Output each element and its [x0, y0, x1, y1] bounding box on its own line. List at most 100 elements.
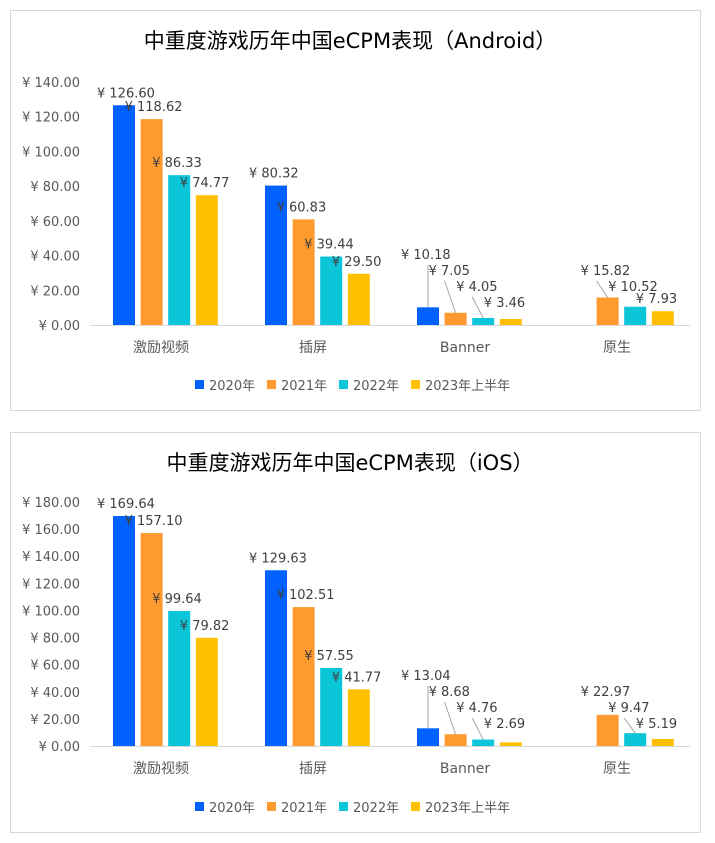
- x-category-label: Banner: [440, 340, 491, 356]
- bar: [472, 739, 495, 746]
- legend-swatch: [411, 380, 420, 389]
- data-label: ¥ 13.04: [401, 669, 451, 684]
- data-label: ¥ 118.62: [125, 100, 183, 115]
- bar: [292, 607, 315, 746]
- legend-item: 2021年: [281, 801, 327, 816]
- bar: [499, 742, 522, 746]
- x-category-label: 插屏: [299, 761, 327, 777]
- data-label: ¥ 57.55: [304, 649, 354, 664]
- data-label: ¥ 10.18: [401, 248, 451, 263]
- legend-item: 2020年: [209, 801, 255, 816]
- bar: [347, 689, 370, 746]
- data-label: ¥ 99.64: [152, 592, 202, 607]
- y-tick-label: ¥ 40.00: [30, 250, 80, 265]
- y-tick-label: ¥ 140.00: [22, 550, 80, 565]
- legend-swatch: [411, 802, 420, 811]
- bar: [472, 317, 495, 325]
- bar: [265, 570, 287, 746]
- legend-item: 2020年: [209, 379, 255, 394]
- chart-android: 中重度游戏历年中国eCPM表现（Android） ¥ 0.00 ¥ 20.00 ¥ 4…: [10, 10, 701, 411]
- bar: [651, 311, 674, 325]
- y-tick-label: ¥ 60.00: [30, 215, 80, 230]
- leader-line: [596, 280, 609, 298]
- data-label: ¥ 22.97: [581, 685, 631, 700]
- x-category-label: 激励视频: [133, 339, 189, 356]
- data-label: ¥ 86.33: [152, 156, 202, 171]
- data-label: ¥ 5.19: [636, 717, 677, 732]
- data-label: ¥ 74.77: [180, 176, 230, 191]
- y-tick-label: ¥ 160.00: [22, 523, 80, 538]
- y-tick-label: ¥ 20.00: [30, 284, 80, 299]
- bar: [168, 175, 191, 325]
- data-label: ¥ 60.83: [277, 200, 327, 215]
- data-label: ¥ 4.05: [456, 280, 497, 295]
- bar: [113, 105, 135, 325]
- bar: [265, 185, 287, 325]
- legend-item: 2021年: [281, 379, 327, 394]
- data-label: ¥ 39.44: [304, 238, 354, 253]
- y-tick-label: ¥ 180.00: [22, 496, 80, 511]
- y-tick-label: ¥ 120.00: [22, 111, 80, 126]
- legend-swatch: [339, 802, 348, 811]
- leader-line: [471, 717, 484, 740]
- leader-line: [444, 280, 457, 313]
- y-tick-label: ¥ 0.00: [39, 740, 80, 755]
- legend-item: 2022年: [353, 379, 399, 394]
- data-label: ¥ 41.77: [332, 670, 382, 685]
- bar: [596, 714, 619, 746]
- chart-ios: 中重度游戏历年中国eCPM表现（iOS） ¥ 0.00 ¥ 20.00 ¥ 40.00…: [10, 432, 701, 833]
- bar: [320, 256, 343, 325]
- legend-swatch: [195, 802, 204, 811]
- data-label: ¥ 8.68: [429, 685, 470, 700]
- data-label: ¥ 7.05: [429, 264, 470, 279]
- data-label: ¥ 129.63: [249, 551, 307, 566]
- data-label: ¥ 80.32: [249, 167, 299, 182]
- y-tick-label: ¥ 40.00: [30, 686, 80, 701]
- bar: [195, 195, 218, 325]
- bar: [292, 219, 315, 325]
- y-tick-label: ¥ 120.00: [22, 577, 80, 592]
- x-category-label: 原生: [603, 340, 631, 356]
- data-label: ¥ 29.50: [332, 255, 382, 270]
- data-label: ¥ 157.10: [125, 514, 183, 529]
- x-category-label: Banner: [440, 761, 491, 777]
- bar: [140, 533, 163, 746]
- bar: [417, 307, 439, 325]
- x-category-label: 插屏: [299, 340, 327, 356]
- y-tick-label: ¥ 0.00: [39, 319, 80, 334]
- bar: [113, 516, 135, 746]
- chart-title: 中重度游戏历年中国eCPM表现（iOS）: [166, 451, 533, 475]
- data-label: ¥ 7.93: [636, 292, 677, 307]
- data-label: ¥ 79.82: [180, 619, 230, 634]
- bar: [596, 297, 619, 325]
- bar: [624, 733, 647, 746]
- data-label: ¥ 9.47: [608, 701, 649, 716]
- leader-line: [471, 296, 484, 319]
- bar: [499, 318, 522, 325]
- bar: [417, 728, 439, 746]
- legend-item: 2022年: [353, 801, 399, 816]
- data-label: ¥ 102.51: [277, 588, 335, 603]
- y-tick-label: ¥ 140.00: [22, 76, 80, 91]
- data-label: ¥ 10.52: [608, 280, 658, 295]
- y-tick-label: ¥ 80.00: [30, 632, 80, 647]
- bar: [624, 306, 647, 325]
- legend-item: 2023年上半年: [425, 801, 510, 816]
- bar: [320, 667, 343, 746]
- bar: [651, 738, 674, 746]
- legend-swatch: [267, 380, 276, 389]
- bar: [444, 312, 467, 325]
- legend-item: 2023年上半年: [425, 379, 510, 394]
- data-label: ¥ 4.76: [456, 701, 497, 716]
- bar: [195, 637, 218, 746]
- data-label: ¥ 126.60: [97, 86, 155, 101]
- bar: [347, 273, 370, 325]
- data-label: ¥ 169.64: [97, 497, 155, 512]
- y-tick-label: ¥ 100.00: [22, 145, 80, 160]
- leader-line: [444, 701, 457, 735]
- chart-title: 中重度游戏历年中国eCPM表现（Android）: [144, 29, 557, 53]
- bar: [140, 119, 163, 325]
- legend-swatch: [339, 380, 348, 389]
- x-category-label: 原生: [603, 761, 631, 777]
- leader-line: [623, 717, 636, 734]
